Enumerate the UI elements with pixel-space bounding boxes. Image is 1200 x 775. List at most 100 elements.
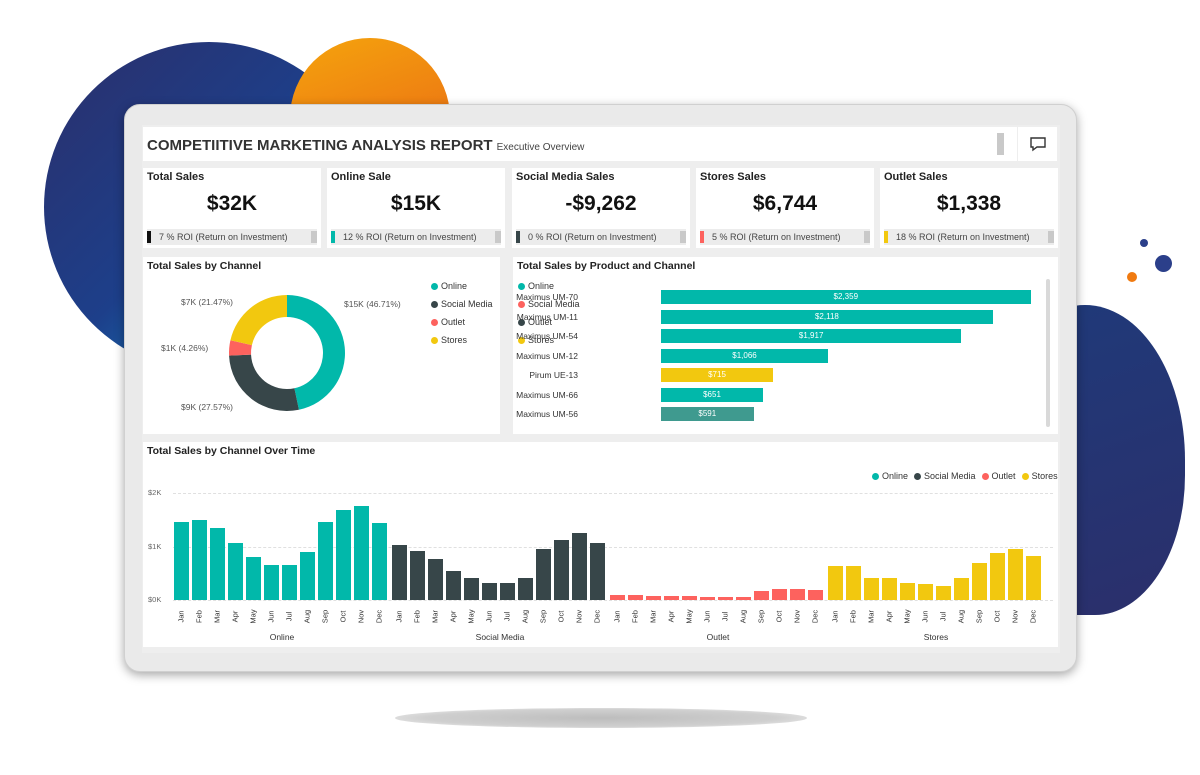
legend-item-social-media[interactable]: Social Media [914,471,976,481]
x-tick-label: Nov [356,609,366,624]
decorative-dot [1155,255,1172,272]
time-bar[interactable] [808,589,823,600]
legend-item-social-media[interactable]: Social Media [431,299,493,309]
time-bar[interactable] [482,582,497,600]
time-bar[interactable] [210,527,225,600]
time-bar[interactable] [736,597,751,600]
kpi-card-outlet-sales[interactable]: Outlet Sales $1,338 18 % ROI (Return on … [880,168,1058,248]
legend-item-online[interactable]: Online [518,281,554,291]
legend-item-online[interactable]: Online [431,281,467,291]
time-bar[interactable] [590,543,605,600]
kpi-card-stores-sales[interactable]: Stores Sales $6,744 5 % ROI (Return on I… [696,168,874,248]
product-bar[interactable]: $2,118 [661,309,993,324]
time-bar[interactable] [864,577,879,600]
legend-item-social-media[interactable]: Social Media [518,299,580,309]
time-bar[interactable] [464,578,479,600]
time-bar[interactable] [828,565,843,600]
time-series-plot: $0K $1K $2K Jan Feb Mar Apr May Jun Jul Aug Sep Oct N… [143,442,1058,647]
time-bar[interactable] [682,596,697,600]
time-bar[interactable] [264,564,279,600]
x-tick-label: Feb [412,610,422,623]
time-bar[interactable] [1008,548,1023,600]
legend-item-outlet[interactable]: Outlet [431,317,465,327]
time-bar[interactable] [846,565,861,600]
product-bar[interactable]: $1,917 [661,329,962,343]
time-bar[interactable] [372,522,387,600]
time-bar[interactable] [628,595,643,600]
time-bar[interactable] [754,591,769,600]
donut-slice-social-media[interactable] [229,354,299,411]
legend-swatch [1021,472,1029,480]
product-bar[interactable]: $715 [661,368,774,382]
time-bar[interactable] [554,539,569,600]
product-bar[interactable]: $651 [661,387,763,402]
time-bar[interactable] [174,522,189,600]
x-tick-label: Oct [556,610,566,623]
time-bar[interactable] [500,582,515,600]
kpi-roi: 12 % ROI (Return on Investment) [331,229,501,245]
product-bar[interactable]: $1,066 [661,348,828,363]
time-bar[interactable] [536,549,551,600]
time-bar[interactable] [410,551,425,600]
kpi-card-social-media-sales[interactable]: Social Media Sales -$9,262 0 % ROI (Retu… [512,168,690,248]
product-bar[interactable]: $591 [661,407,754,421]
time-bar[interactable] [228,542,243,600]
product-bar-row: Maximus UM-54 $1,917 [513,329,973,343]
kpi-card-total-sales[interactable]: Total Sales $32K 7 % ROI (Return on Inve… [143,168,321,248]
kpi-value: $32K [206,192,258,215]
kpi-value: $15K [390,192,442,215]
donut-chart-panel: Total Sales by Channel $7K (21.47%) $15K… [143,257,500,434]
kpi-title: Outlet Sales [884,171,948,183]
time-bar[interactable] [664,595,679,600]
comment-button[interactable] [1017,127,1057,161]
time-bar[interactable] [990,552,1005,600]
time-bar[interactable] [936,586,951,600]
product-bar-value: $651 [703,389,721,399]
time-bar[interactable] [518,578,533,600]
time-bar[interactable] [318,521,333,600]
x-tick-label: Jun [920,610,930,623]
time-bar[interactable] [446,570,461,600]
time-bar[interactable] [1026,556,1041,600]
time-bar[interactable] [718,597,733,600]
time-bar[interactable] [972,563,987,600]
time-bar[interactable] [900,583,915,600]
time-bar[interactable] [918,584,933,600]
time-bar[interactable] [572,532,587,600]
time-bar[interactable] [882,578,897,600]
time-bar[interactable] [700,596,715,600]
time-bar[interactable] [428,558,443,600]
x-tick-label: May [466,609,476,624]
time-bar[interactable] [392,544,407,600]
legend-item-stores[interactable]: Stores [431,335,467,345]
time-bar[interactable] [772,589,787,600]
x-tick-label: Oct [774,610,784,623]
legend-item-outlet[interactable]: Outlet [981,471,1016,481]
legend-item-stores[interactable]: Stores [1021,471,1058,481]
kpi-roi-endbar [1048,231,1054,243]
product-bar-row: Maximus UM-66 $651 [513,387,973,402]
time-bar[interactable] [646,595,661,600]
time-bar[interactable] [336,510,351,600]
time-bar[interactable] [954,578,969,600]
donut-slice-stores[interactable] [230,295,287,346]
x-group-label: Outlet [706,632,730,642]
comment-icon [1029,137,1046,152]
time-bar[interactable] [790,589,805,600]
panel-title: Total Sales by Channel [147,260,262,272]
legend-item-outlet[interactable]: Outlet [518,317,552,327]
product-bar[interactable]: $2,359 [661,290,1031,304]
time-bar[interactable] [300,551,315,600]
kpi-card-online-sales[interactable]: Online Sale $15K 12 % ROI (Return on Inv… [327,168,505,248]
kpi-roi-endbar [495,231,501,243]
time-bar[interactable] [610,594,625,600]
time-bar[interactable] [282,564,297,600]
donut-slice-online[interactable] [287,295,345,410]
time-bar[interactable] [354,505,369,600]
legend-item-stores[interactable]: Stores [518,335,554,345]
legend-item-online[interactable]: Online [872,471,908,481]
vertical-scrollbar[interactable] [1046,279,1050,427]
time-bar[interactable] [246,557,261,600]
time-bar[interactable] [192,519,207,600]
donut-slice-outlet[interactable] [229,340,252,356]
